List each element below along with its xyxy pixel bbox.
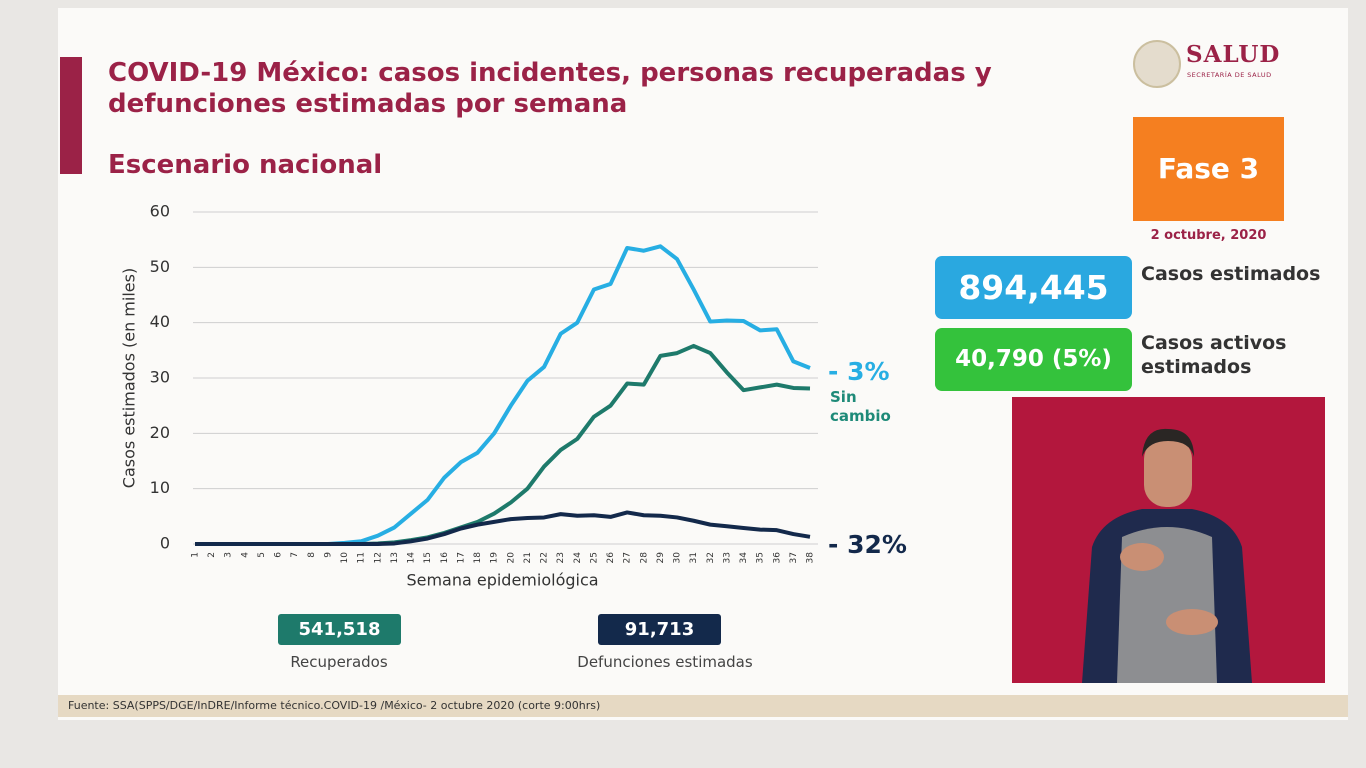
x-tick-label: 19 (490, 552, 500, 564)
x-tick-label: 21 (523, 552, 533, 563)
x-tick-label: 3 (224, 552, 234, 558)
x-tick-label: 22 (540, 552, 550, 563)
phase-badge: Fase 3 (1133, 117, 1284, 221)
y-axis-label: Casos estimados (en miles) (120, 268, 139, 488)
x-tick-label: 28 (639, 552, 649, 564)
y-tick-label: 0 (160, 534, 170, 553)
x-tick-label: 8 (307, 552, 317, 558)
kpi-label: Casos activos estimados (1141, 332, 1287, 378)
x-tick-label: 17 (456, 552, 466, 563)
x-tick-label: 4 (240, 552, 250, 558)
legend-label: Recuperados (290, 653, 388, 671)
y-tick-label: 10 (150, 478, 170, 497)
x-tick-label: 7 (290, 552, 300, 558)
emblem (1133, 40, 1181, 88)
total-box: 91,713 (598, 614, 721, 645)
kpi-value: 894,445 (935, 256, 1132, 319)
x-tick-label: 36 (772, 552, 782, 564)
x-tick-label: 1 (191, 552, 201, 558)
x-tick-label: 23 (556, 552, 566, 563)
y-tick-label: 60 (150, 202, 170, 221)
x-tick-label: 13 (390, 552, 400, 563)
x-tick-label: 30 (673, 552, 683, 564)
series-line (195, 244, 811, 546)
kpi-value: 40,790 (5%) (935, 328, 1132, 391)
x-tick-label: 38 (806, 552, 816, 564)
x-tick-label: 34 (739, 552, 749, 564)
y-tick-label: 50 (150, 257, 170, 276)
subtitle: Escenario nacional (108, 150, 383, 180)
x-tick-label: 5 (257, 552, 267, 558)
change-label: - 32% (828, 530, 907, 559)
x-tick-label: 12 (373, 552, 383, 563)
kpi-label: Casos estimados (1141, 263, 1321, 285)
footer-bar (58, 695, 1348, 717)
x-axis-label: Semana epidemiológica (406, 571, 598, 590)
series-line (195, 343, 811, 546)
x-tick-label: 20 (506, 552, 516, 564)
interpreter-video (1012, 397, 1325, 683)
title: COVID-19 México: casos incidentes, perso… (108, 58, 992, 119)
x-tick-label: 24 (573, 552, 583, 564)
y-tick-label: 20 (150, 423, 170, 442)
change-label: Sin cambio (830, 388, 891, 425)
x-tick-label: 26 (606, 552, 616, 564)
y-tick-label: 30 (150, 368, 170, 387)
interpreter (1082, 428, 1252, 683)
x-tick-label: 33 (722, 552, 732, 563)
total-box: 541,518 (278, 614, 401, 645)
series-line (195, 510, 811, 546)
x-tick-label: 15 (423, 552, 433, 563)
date: 2 octubre, 2020 (1150, 228, 1267, 243)
x-tick-label: 14 (407, 552, 417, 564)
x-tick-label: 11 (357, 552, 367, 563)
x-tick-label: 16 (440, 552, 450, 564)
accent-bar (60, 57, 82, 174)
slide: COVID-19 México: casos incidentes, perso… (58, 8, 1348, 720)
logo-name: SALUD (1186, 41, 1281, 68)
x-tick-label: 37 (789, 552, 799, 563)
x-tick-label: 31 (689, 552, 699, 563)
legend-label: Defunciones estimadas (577, 653, 753, 671)
source: Fuente: SSA(SPPS/DGE/InDRE/Informe técni… (68, 699, 601, 712)
x-tick-label: 29 (656, 552, 666, 564)
logo-subtitle: SECRETARÍA DE SALUD (1187, 71, 1272, 79)
x-tick-label: 9 (323, 552, 333, 558)
x-tick-label: 2 (207, 552, 217, 558)
x-tick-label: 32 (706, 552, 716, 563)
change-label: - 3% (828, 357, 890, 386)
x-tick-label: 10 (340, 552, 350, 564)
x-tick-label: 25 (589, 552, 599, 563)
y-tick-label: 40 (150, 312, 170, 331)
x-tick-label: 35 (756, 552, 766, 563)
x-tick-label: 6 (274, 552, 284, 558)
x-tick-label: 27 (623, 552, 633, 563)
x-tick-label: 18 (473, 552, 483, 564)
